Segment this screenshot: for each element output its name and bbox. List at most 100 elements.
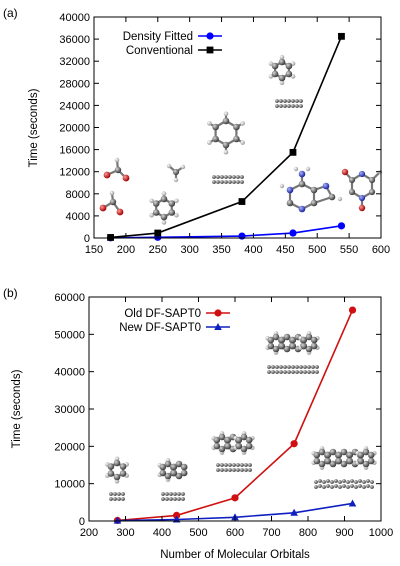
atom [168, 200, 176, 207]
panel-a-conventional-point [289, 148, 297, 156]
atom [310, 342, 318, 350]
atom [311, 365, 315, 369]
atom [165, 492, 169, 496]
atom [218, 433, 226, 441]
atom [330, 485, 334, 489]
atom [267, 342, 275, 350]
panel-b-x-ticks: 200 300 400 500 600 700 800 900 1000 [80, 297, 393, 539]
panel-b-label: (b) [3, 286, 18, 300]
atom [233, 135, 240, 143]
atom [299, 370, 303, 374]
atom [295, 370, 299, 374]
molecule-acid-dimer [99, 157, 130, 216]
panel-b-legend-label: Old DF-SAPT0 [124, 308, 201, 320]
atom [368, 188, 376, 196]
panel-b-old-df-sapt0-point [290, 440, 298, 448]
panel-a-legend: Density Fitted Conventional [123, 31, 222, 57]
panel-a-x-tick-label: 150 [85, 244, 103, 256]
atom [348, 176, 356, 184]
panel-a-x-ticks: 150 200 250 300 350 400 450 500 550 600 [85, 17, 390, 256]
atom [117, 492, 121, 496]
atom [161, 220, 167, 225]
panel-b-y-tick-label: 30000 [54, 404, 85, 416]
atom [338, 480, 342, 484]
atom [322, 480, 326, 484]
atom [164, 460, 172, 468]
panel-a-x-tick-label: 350 [212, 244, 230, 256]
panel-a-y-tick-label: 8000 [66, 189, 90, 201]
panel-b-new-df-sapt0-point [290, 508, 298, 516]
atom [362, 485, 366, 489]
panel-b-y-tick-label: 10000 [54, 479, 85, 491]
atom [121, 492, 125, 496]
atom [275, 104, 279, 108]
panel-b-y-tick-label: 0 [79, 516, 85, 528]
atom [315, 365, 319, 369]
atom [228, 468, 232, 472]
atom [159, 463, 167, 471]
atom [362, 480, 366, 484]
panel-b-y-tick-label: 20000 [54, 441, 85, 453]
atom [275, 99, 279, 103]
atom [291, 99, 295, 103]
atom [287, 99, 291, 103]
atom [350, 479, 354, 483]
atom [300, 342, 308, 350]
benzene-dimer-lower [212, 175, 244, 184]
atom [175, 472, 183, 480]
atom [354, 485, 358, 489]
panel-b-molecule-images [105, 331, 377, 501]
panel-a-density-fitted-point [337, 222, 346, 230]
atom [283, 333, 291, 341]
atom [220, 468, 224, 472]
atom [216, 468, 220, 472]
molecule-b-large-stack-top [265, 331, 320, 374]
atom [289, 342, 297, 350]
atom [222, 117, 230, 125]
panel-b-legend: Old DF-SAPT0 New DF-SAPT0 [119, 308, 230, 334]
panel-b-x-tick-label: 1000 [369, 527, 393, 539]
panel-b-legend-swatch-marker [214, 323, 222, 330]
atom [119, 463, 127, 470]
panel-b-old-df-sapt0-line [117, 309, 354, 522]
panel-a-legend-swatch-marker [206, 32, 214, 40]
atom [298, 205, 306, 213]
molecule-b-naphthalene-stack [157, 458, 188, 501]
atom [322, 182, 330, 190]
b-stack-5-lower [314, 479, 374, 489]
atom [164, 472, 172, 480]
atom [326, 484, 330, 488]
atom [278, 58, 286, 66]
atom [107, 463, 115, 470]
atom [180, 164, 186, 170]
b-stack-3-lower [216, 463, 252, 472]
atom [207, 121, 212, 126]
b-stack-1-lower [109, 492, 125, 501]
atom [358, 170, 366, 178]
panel-b-new-df-sapt0-point [348, 499, 357, 507]
atom [116, 208, 124, 216]
atom [298, 170, 306, 178]
panel-b: (b) 200 300 400 500 600 700 800 900 1000 0100002… [3, 286, 393, 561]
atom [299, 104, 303, 108]
atom [307, 370, 311, 374]
panel-a-conventional-point [338, 32, 345, 40]
molecule-b-anthracene-stack [211, 431, 255, 472]
atom [117, 497, 121, 501]
atom [279, 54, 285, 60]
atom [368, 176, 376, 184]
atom [213, 436, 221, 444]
atom [328, 193, 336, 201]
atom [240, 445, 248, 453]
atom [303, 365, 307, 369]
atom [113, 492, 117, 496]
molecule-uracil [341, 168, 383, 212]
atom [103, 171, 111, 179]
panel-a-y-ticks: 0 4000 8000 12000 16000 20000 24000 28000 32000 3… [59, 12, 381, 245]
atom [245, 436, 253, 444]
atom [160, 195, 168, 203]
atom [213, 442, 221, 450]
atom [291, 370, 295, 374]
atom [149, 212, 154, 218]
